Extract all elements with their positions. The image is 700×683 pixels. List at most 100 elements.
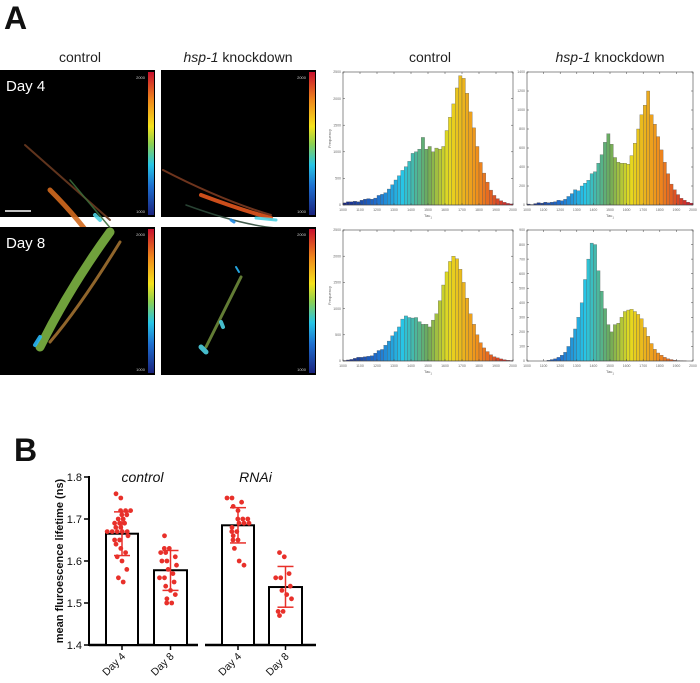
data-point [122,521,127,526]
histogram-bar [445,272,448,361]
data-point [125,529,130,534]
category-label: Day 4 [100,651,128,678]
histogram-bar [623,312,626,361]
histogram-bar [607,134,610,205]
histogram-bar [683,200,686,205]
x-tick-label: 1900 [492,208,500,212]
histogram-bar [493,357,496,361]
x-tick-label: 1100 [540,208,548,212]
histogram-bar [428,146,431,205]
hist-title-control: control [409,49,451,65]
y-tick-label: 1000 [333,307,341,311]
y-tick-label: 2500 [333,228,341,232]
y-tick-label: 1500 [333,123,341,127]
data-point [112,521,117,526]
data-point [116,575,121,580]
histogram-bar [610,144,613,205]
histogram-bar [620,163,623,205]
histogram-bar [597,271,600,361]
histogram-bar [650,344,653,361]
image-title-control: control [59,49,101,65]
y-tick-label: 1000 [333,150,341,154]
x-tick-label: 1500 [606,364,614,368]
histogram-bar [647,336,650,361]
histogram-bar [411,318,414,361]
histogram-bar [418,149,421,205]
histogram-bar [482,173,485,205]
data-point [280,588,285,593]
histogram-bar [499,359,502,361]
data-point [242,521,247,526]
data-point [231,533,236,538]
histogram-bar [370,199,373,205]
y-tick-label: 500 [335,177,341,181]
x-axis-label: Tau1 [424,369,432,376]
data-point [174,563,179,568]
histogram-bar [486,182,489,205]
histogram-bar [360,357,363,361]
histogram-bar [554,202,557,205]
lifetime-colorbar [148,229,154,373]
y-tick-label: 1.6 [67,556,82,568]
data-point [165,559,170,564]
histogram-bar [353,358,356,361]
histogram-bar [686,202,689,205]
data-point [242,563,247,568]
data-point [273,575,278,580]
y-axis-label: mean fluroescence lifetime (ns) [54,478,66,643]
histogram-bar [357,357,360,361]
histogram-bar [610,332,613,361]
y-tick-label: 2500 [333,70,341,74]
y-tick-label: 0 [523,203,525,207]
histogram-bar [547,203,550,205]
histogram-bar [397,176,400,205]
knockdown-text: knockdown [591,49,665,65]
x-tick-label: 1000 [523,364,531,368]
y-tick-label: 1.7 [67,514,82,526]
group-label-control: control [121,469,164,485]
data-point [110,529,115,534]
histogram-bar [573,190,576,205]
x-tick-label: 1400 [407,364,415,368]
histogram-bar [384,193,387,205]
data-point [157,575,162,580]
histogram-bar [462,282,465,361]
worm-signal [256,218,276,220]
y-tick-label: 2000 [333,97,341,101]
lifetime-colorbar [309,72,315,215]
y-tick-label: 600 [519,146,525,150]
x-tick-label: 1000 [339,364,347,368]
x-tick-label: 1600 [441,364,449,368]
histogram-bar [418,322,421,361]
x-tick-label: 1100 [356,208,364,212]
x-tick-label: 1500 [424,364,432,368]
x-tick-label: 1700 [458,364,466,368]
histogram-bar [363,199,366,205]
histogram-bar [472,324,475,361]
histogram-bar [617,162,620,205]
histogram-bar [564,199,567,205]
histogram-bar [643,328,646,361]
x-axis-label-subscript: 1 [430,216,432,220]
x-tick-label: 1700 [458,208,466,212]
histogram-bar [374,353,377,361]
histogram-bar [448,261,451,361]
histogram-bar [391,336,394,361]
lifetime-colorbar [309,229,315,373]
y-tick-label: 1.8 [67,472,82,484]
histogram-bar [370,356,373,361]
histogram-bar [640,319,643,361]
histogram-bar [442,285,445,361]
histogram-bar [414,152,417,205]
data-point [120,559,125,564]
hist-title-knockdown: hsp-1 knockdown [556,49,665,65]
histogram-bar [493,195,496,205]
x-axis-label: Tau1 [424,213,432,220]
category-label: Day 8 [264,651,292,678]
histogram-bar [620,317,623,361]
histogram-bar [472,128,475,205]
histogram-bar [680,198,683,205]
histogram-bar [633,312,636,361]
x-tick-label: 1100 [540,364,548,368]
